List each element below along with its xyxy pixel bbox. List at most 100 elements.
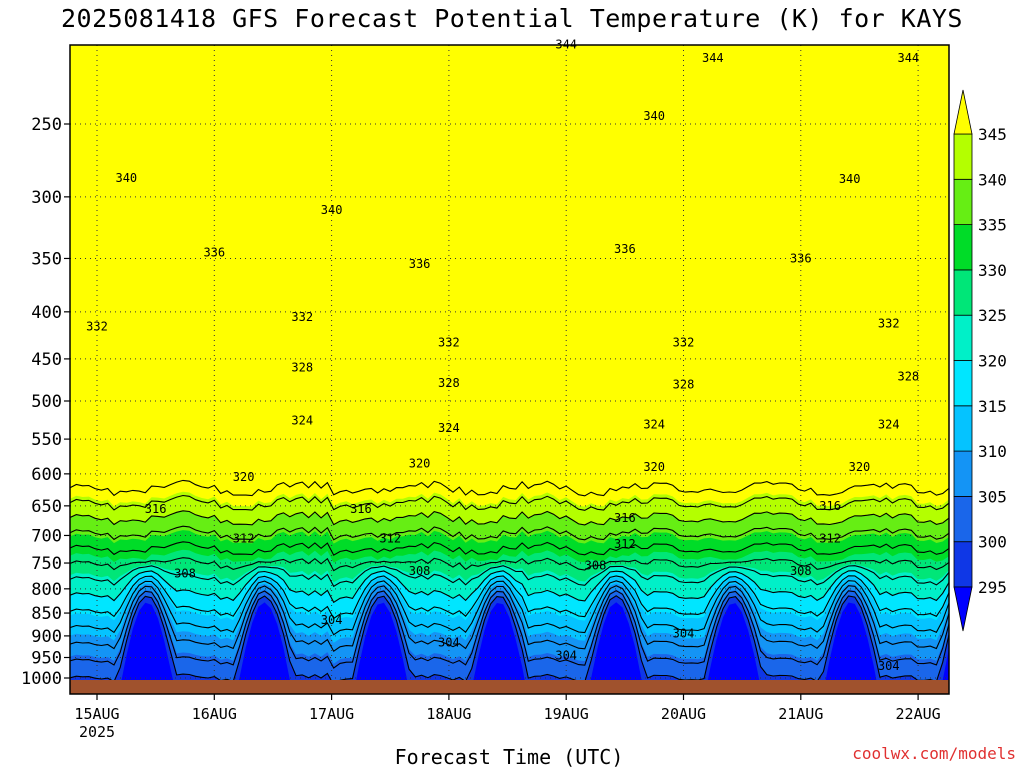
plot-frame xyxy=(69,44,950,695)
contour-label-text: 332 xyxy=(86,320,108,334)
y-tick-label: 350 xyxy=(31,249,62,269)
contour-label-304: 304 xyxy=(555,648,577,662)
colorbar-segment-305 xyxy=(953,450,973,497)
contour-label-304: 304 xyxy=(438,636,460,650)
contour-line-308 xyxy=(70,585,949,653)
y-axis: 250 300 350 400 450 500 550 600 650 700 750 800 850 9… xyxy=(21,115,70,689)
contour-label-text: 320 xyxy=(409,457,431,471)
contour-label-332: 332 xyxy=(673,336,695,350)
y-tick-label: 800 xyxy=(31,580,62,600)
contour-label-text: 328 xyxy=(897,369,919,383)
contour-label-text: 336 xyxy=(409,257,431,271)
colorbar-label: 330 xyxy=(978,261,1007,280)
y-tick-label: 900 xyxy=(31,627,62,647)
colorbar-label: 340 xyxy=(978,170,1007,189)
contour-label-text: 340 xyxy=(321,203,343,217)
contour-label-text: 312 xyxy=(819,531,841,545)
contour-label-312: 312 xyxy=(614,537,636,551)
colorbar-label: 335 xyxy=(978,216,1007,235)
contour-label-336: 336 xyxy=(409,257,431,271)
x-tick-label: 19AUG xyxy=(544,705,589,723)
contour-label-text: 324 xyxy=(291,413,313,427)
colorbar-label: 325 xyxy=(978,306,1007,325)
contour-label-text: 324 xyxy=(643,417,665,431)
x-tick-label: 18AUG xyxy=(426,705,471,723)
colorbar-segment-340 xyxy=(953,133,973,180)
colorbar-segment-315 xyxy=(953,360,973,407)
contour-fill-layer xyxy=(70,45,949,680)
contour-label-344: 344 xyxy=(702,51,724,65)
contour-label-316: 316 xyxy=(145,502,167,516)
credit-text: coolwx.com/models xyxy=(852,744,1016,763)
contour-label-320: 320 xyxy=(849,460,871,474)
contour-label-text: 328 xyxy=(438,376,460,390)
contour-label-text: 316 xyxy=(145,502,167,516)
contour-line-328 xyxy=(70,557,949,572)
y-tick-label: 450 xyxy=(31,350,62,370)
grid-layer xyxy=(70,45,949,680)
contour-line-320 xyxy=(70,570,949,604)
contour-label-304: 304 xyxy=(878,659,900,673)
contour-label-text: 340 xyxy=(839,172,861,186)
y-tick-label: 600 xyxy=(31,465,62,485)
contour-label-312: 312 xyxy=(819,531,841,545)
contour-label-340: 340 xyxy=(643,109,665,123)
y-tick-label: 750 xyxy=(31,554,62,574)
contour-line-304 xyxy=(70,590,949,669)
contour-label-text: 308 xyxy=(174,567,196,581)
contour-label-324: 324 xyxy=(643,417,665,431)
contour-label-320: 320 xyxy=(233,470,255,484)
contour-label-336: 336 xyxy=(790,251,812,265)
y-tick-label: 1000 xyxy=(21,669,62,689)
contour-label-text: 304 xyxy=(555,648,577,662)
contour-label-text: 316 xyxy=(819,499,841,513)
contour-label-text: 336 xyxy=(790,251,812,265)
y-tick-label: 950 xyxy=(31,649,62,669)
contour-label-text: 336 xyxy=(203,246,225,260)
contour-label-text: 312 xyxy=(614,537,636,551)
colorbar-segment-335 xyxy=(953,178,973,226)
colorbar-segment-325 xyxy=(953,269,973,316)
contour-label-308: 308 xyxy=(174,567,196,581)
contour-label-340: 340 xyxy=(839,172,861,186)
colorbar-label: 300 xyxy=(978,533,1007,552)
contour-label-304: 304 xyxy=(321,613,343,627)
contour-label-328: 328 xyxy=(897,369,919,383)
contour-label-text: 332 xyxy=(291,310,313,324)
colorbar-label: 315 xyxy=(978,397,1007,416)
contour-label-text: 312 xyxy=(233,531,255,545)
contour-line-336 xyxy=(70,525,949,541)
colorbar-label: 320 xyxy=(978,352,1007,371)
contour-label-332: 332 xyxy=(878,317,900,331)
contour-label-text: 320 xyxy=(849,460,871,474)
colorbar-top-arrow xyxy=(953,89,973,135)
contour-label-text: 304 xyxy=(878,659,900,673)
colorbar-segment-330 xyxy=(953,224,973,271)
contour-label-text: 304 xyxy=(438,636,460,650)
y-tick-label: 850 xyxy=(31,604,62,624)
contour-label-312: 312 xyxy=(379,531,401,545)
contour-label-336: 336 xyxy=(614,242,636,256)
colorbar-segment-295 xyxy=(953,541,973,588)
contour-label-328: 328 xyxy=(291,361,313,375)
contour-line-344 xyxy=(70,494,949,511)
contour-label-340: 340 xyxy=(115,171,137,185)
contour-label-text: 332 xyxy=(673,336,695,350)
contour-label-344: 344 xyxy=(897,51,919,65)
contour-label-320: 320 xyxy=(643,460,665,474)
contour-label-text: 332 xyxy=(438,336,460,350)
contour-label-324: 324 xyxy=(438,421,460,435)
x-tick-label: 20AUG xyxy=(661,705,706,723)
ground-bar xyxy=(70,680,949,694)
y-tick-label: 550 xyxy=(31,430,62,450)
y-tick-label: 500 xyxy=(31,392,62,412)
contour-label-320: 320 xyxy=(409,457,431,471)
contour-label-308: 308 xyxy=(409,564,431,578)
contour-labels-layer: 344 344 344 340 340 340 340 336 336 336 336 332 332 3… xyxy=(86,38,919,673)
contour-label-324: 324 xyxy=(878,417,900,431)
contour-label-text: 328 xyxy=(291,361,313,375)
contour-label-text: 332 xyxy=(878,317,900,331)
contour-line-340 xyxy=(70,510,949,526)
x-tick-label: 21AUG xyxy=(778,705,823,723)
